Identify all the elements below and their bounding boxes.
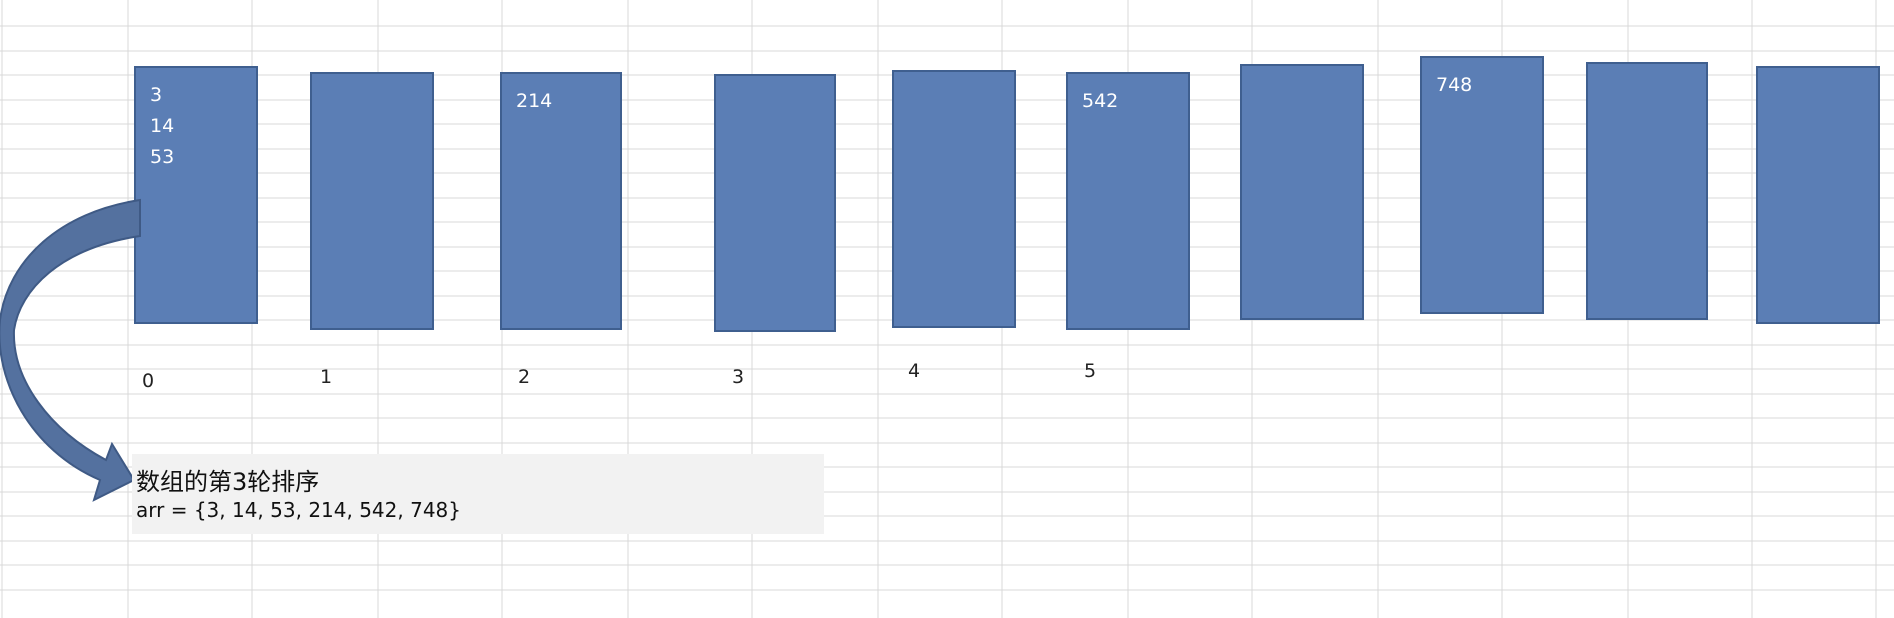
bucket-index-label: 3 bbox=[732, 366, 745, 388]
bucket-index-label: 5 bbox=[1084, 360, 1097, 382]
bucket-index-label: 0 bbox=[142, 370, 155, 392]
bucket-value: 748 bbox=[1436, 74, 1473, 96]
bucket-9 bbox=[1756, 66, 1880, 324]
bucket-index-label: 2 bbox=[518, 366, 531, 388]
caption-box: 数组的第3轮排序 arr = {3, 14, 53, 214, 542, 748… bbox=[132, 454, 824, 534]
bucket-3 bbox=[714, 74, 836, 332]
bucket-values: 214 bbox=[516, 86, 552, 117]
bucket-6 bbox=[1240, 64, 1364, 320]
bucket-value: 53 bbox=[150, 146, 175, 168]
bucket-index-label: 4 bbox=[908, 360, 921, 382]
bucket-4 bbox=[892, 70, 1016, 328]
bucket-values: 3 14 53 bbox=[150, 80, 174, 173]
bucket-value: 14 bbox=[150, 115, 175, 137]
bucket-8 bbox=[1586, 62, 1708, 320]
bucket-5: 542 bbox=[1066, 72, 1190, 330]
bucket-values: 542 bbox=[1082, 86, 1118, 117]
bucket-value: 214 bbox=[516, 90, 553, 112]
caption-array-text: arr = {3, 14, 53, 214, 542, 748} bbox=[136, 498, 461, 522]
bucket-1 bbox=[310, 72, 434, 330]
caption-title: 数组的第3轮排序 bbox=[136, 468, 320, 496]
bucket-values: 748 bbox=[1436, 70, 1472, 101]
bucket-index-label: 1 bbox=[320, 366, 333, 388]
bucket-value: 3 bbox=[150, 84, 163, 106]
bucket-0: 3 14 53 bbox=[134, 66, 258, 324]
bucket-value: 542 bbox=[1082, 90, 1119, 112]
bucket-2: 214 bbox=[500, 72, 622, 330]
bucket-7: 748 bbox=[1420, 56, 1544, 314]
